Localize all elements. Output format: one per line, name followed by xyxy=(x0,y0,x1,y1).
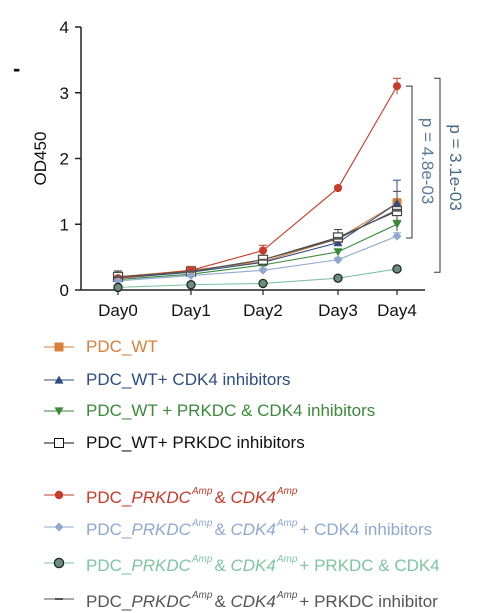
legend-label-part: PDC_WT xyxy=(86,337,158,356)
legend-entry: PDC_PRKDCAmp & CDK4Amp + PRKDC & CDK4 xyxy=(42,550,440,576)
legend-label-part: CDK4 xyxy=(230,556,276,575)
legend-label-part: & xyxy=(214,488,231,507)
y-tick-label: 3 xyxy=(60,84,69,103)
p-value-2: p = 3.1e-03 xyxy=(446,124,465,211)
legend-label: PDC_PRKDCAmp & CDK4Amp xyxy=(86,482,299,508)
legend-marker xyxy=(44,557,74,569)
legend-label-part: PDC_ xyxy=(86,592,132,611)
legend-label: PDC_WT+ CDK4 inhibitors xyxy=(86,370,291,390)
y-axis-label: OD450 xyxy=(31,132,50,186)
data-point-s5-1 xyxy=(186,271,196,281)
data-point-s4-4 xyxy=(392,82,402,91)
data-point-s5-3 xyxy=(333,255,343,265)
legend-entry: PDC_WT + PRKDC & CDK4 inhibitors xyxy=(42,398,375,424)
legend-label-part: PDC_ xyxy=(86,488,132,507)
legend-marker-shape xyxy=(54,407,64,416)
legend-marker-shape xyxy=(53,557,65,569)
legend-label: PDC_PRKDCAmp & CDK4Amp + PRKDC & CDK4 xyxy=(86,550,440,576)
legend-label-part: & xyxy=(214,556,231,575)
legend-marker xyxy=(44,490,74,500)
legend-label-part: + PRKDC & CDK4 xyxy=(299,556,440,575)
data-point-s6-0 xyxy=(113,282,123,293)
p-value-1: p = 4.8e-03 xyxy=(418,118,437,205)
legend-label-part: CDK4 xyxy=(230,520,276,539)
legend-entry: PDC_WT+ CDK4 inhibitors xyxy=(42,367,291,393)
legend-label: PDC_WT xyxy=(86,337,158,357)
legend-marker-shape xyxy=(54,522,64,532)
x-tick-label: Day3 xyxy=(318,301,358,320)
legend-label-part: CDK4 xyxy=(230,592,276,611)
legend-marker-shape xyxy=(54,342,64,352)
legend-entry: PDC_PRKDCAmp & CDK4Amp + CDK4 inhibitors xyxy=(42,514,432,540)
data-point-s6-2 xyxy=(258,278,268,289)
significance-bracket-1 xyxy=(406,85,413,239)
y-tick-label: 4 xyxy=(60,18,69,37)
legend-marker xyxy=(44,375,74,384)
data-point-s2-4 xyxy=(392,220,402,229)
legend-entry: PDC_PRKDCAmp & CDK4Amp xyxy=(42,482,299,508)
legend-label-part: PRKDC xyxy=(131,520,191,539)
legend-label-part: PRKDC xyxy=(131,592,191,611)
data-point-s5-0 xyxy=(113,276,123,286)
legend-label-part: & xyxy=(214,520,231,539)
legend-marker-shape xyxy=(54,438,64,448)
legend-entry: PDC_WT xyxy=(42,334,158,360)
legend-label-part: PDC_ xyxy=(86,556,132,575)
data-point-s1-4 xyxy=(392,198,402,207)
series-line-4 xyxy=(117,85,398,279)
y-tick-label: 0 xyxy=(60,281,69,300)
legend-label-part: Amp xyxy=(191,554,213,565)
legend-label-part: PDC_WT+ CDK4 inhibitors xyxy=(86,370,291,389)
x-tick-label: Day0 xyxy=(98,301,138,320)
legend-label-part: & xyxy=(214,592,231,611)
legend-label-part: PDC_WT + PRKDC & CDK4 inhibitors xyxy=(86,401,376,420)
y-tick-label: 2 xyxy=(60,150,69,169)
legend-marker xyxy=(44,438,74,448)
legend-marker xyxy=(44,342,74,352)
legend-marker xyxy=(44,407,74,416)
y-tick-label: 1 xyxy=(60,215,69,234)
legend-label-part: PDC_ xyxy=(86,520,132,539)
x-tick-label: Day2 xyxy=(243,301,283,320)
legend-label: PDC_WT + PRKDC & CDK4 inhibitors xyxy=(86,401,375,421)
legend-entry: PDC_PRKDCAmp & CDK4Amp + PRKDC inhibitor xyxy=(42,586,438,612)
data-point-s2-3 xyxy=(333,248,343,257)
legend-label-part: PRKDC xyxy=(131,488,191,507)
legend-label: PDC_PRKDCAmp & CDK4Amp + PRKDC inhibitor xyxy=(86,586,438,612)
series-line-1 xyxy=(117,202,398,279)
panel-mark: - xyxy=(13,56,21,81)
legend-label-part: PRKDC xyxy=(131,556,191,575)
legend-label-part: Amp xyxy=(276,486,298,497)
legend-label-part: PDC_WT+ PRKDC inhibitors xyxy=(86,433,305,452)
legend-label: PDC_WT+ PRKDC inhibitors xyxy=(86,433,305,453)
legend-marker xyxy=(44,522,74,532)
data-point-s6-4 xyxy=(392,264,402,274)
legend-label-part: Amp xyxy=(276,554,298,565)
legend-label-part: Amp xyxy=(191,518,213,529)
significance-bracket-2 xyxy=(434,77,441,273)
legend-label: PDC_PRKDCAmp & CDK4Amp + CDK4 inhibitors xyxy=(86,514,432,540)
x-tick-label: Day4 xyxy=(377,301,417,320)
legend-marker-shape xyxy=(54,375,64,384)
line-chart: 0 1 2 3 4 Day0 Day1 Day2 Day3 Day4 OD450 p = 4.8e-0… xyxy=(31,18,465,320)
legend-marker-shape xyxy=(54,490,64,500)
legend-label-part: Amp xyxy=(191,590,213,601)
legend-label-part: Amp xyxy=(276,518,298,529)
legend-label-part: Amp xyxy=(191,486,213,497)
legend-entry: PDC_WT+ PRKDC inhibitors xyxy=(42,430,305,456)
data-point-s5-2 xyxy=(258,265,268,275)
x-tick-label: Day1 xyxy=(171,301,211,320)
data-point-s5-4 xyxy=(392,231,402,241)
legend-label-part: + CDK4 inhibitors xyxy=(299,520,433,539)
legend-label-part: Amp xyxy=(276,590,298,601)
legend-marker xyxy=(44,598,74,600)
legend-label-part: CDK4 xyxy=(230,488,276,507)
data-point-s6-1 xyxy=(186,280,196,290)
data-point-s6-3 xyxy=(333,273,343,283)
legend-label-part: + PRKDC inhibitor xyxy=(299,592,438,611)
data-point-s4-2 xyxy=(258,246,268,255)
data-point-s4-3 xyxy=(333,184,343,193)
